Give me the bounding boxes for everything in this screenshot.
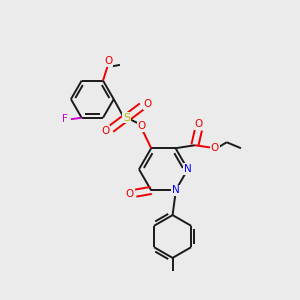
Text: O: O: [104, 56, 112, 66]
Text: O: O: [138, 121, 146, 131]
Text: O: O: [211, 142, 219, 153]
Text: N: N: [172, 185, 179, 195]
Text: F: F: [62, 114, 68, 124]
Text: O: O: [101, 126, 110, 136]
Text: O: O: [195, 119, 203, 129]
Text: O: O: [125, 189, 133, 199]
Text: N: N: [184, 164, 192, 174]
Text: S: S: [123, 112, 130, 123]
Text: O: O: [143, 99, 152, 109]
